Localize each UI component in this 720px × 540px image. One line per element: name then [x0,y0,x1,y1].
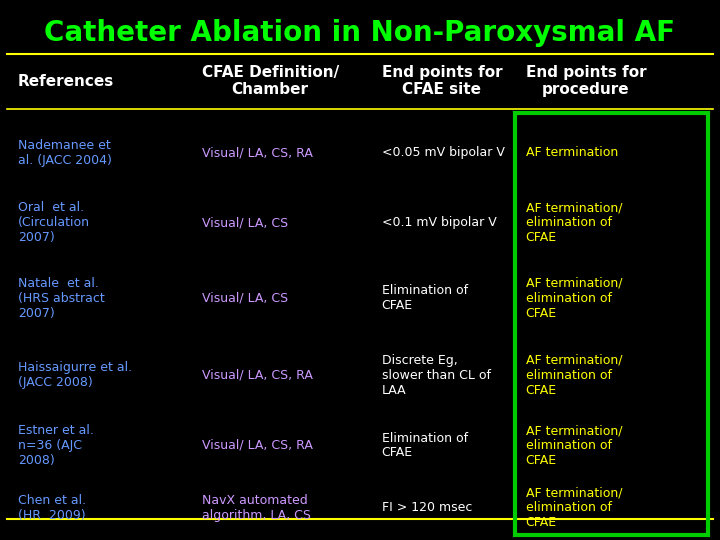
Text: AF termination/
elimination of
CFAE: AF termination/ elimination of CFAE [526,277,622,320]
Text: Visual/ LA, CS, RA: Visual/ LA, CS, RA [202,369,312,382]
Text: AF termination/
elimination of
CFAE: AF termination/ elimination of CFAE [526,354,622,397]
Text: Visual/ LA, CS: Visual/ LA, CS [202,292,288,305]
Text: Catheter Ablation in Non-Paroxysmal AF: Catheter Ablation in Non-Paroxysmal AF [45,19,675,47]
Text: Visual/ LA, CS, RA: Visual/ LA, CS, RA [202,146,312,159]
Text: CFAE Definition/
Chamber: CFAE Definition/ Chamber [202,65,339,97]
Text: End points for
procedure: End points for procedure [526,65,647,97]
Text: AF termination/
elimination of
CFAE: AF termination/ elimination of CFAE [526,201,622,244]
Text: NavX automated
algorithm, LA, CS: NavX automated algorithm, LA, CS [202,494,310,522]
Text: Estner et al.
n=36 (AJC
2008): Estner et al. n=36 (AJC 2008) [18,424,94,467]
Text: AF termination/
elimination of
CFAE: AF termination/ elimination of CFAE [526,424,622,467]
Text: Natale  et al.
(HRS abstract
2007): Natale et al. (HRS abstract 2007) [18,277,104,320]
Text: AF termination: AF termination [526,146,618,159]
Text: End points for
CFAE site: End points for CFAE site [382,65,503,97]
Text: Haissaigurre et al.
(JACC 2008): Haissaigurre et al. (JACC 2008) [18,361,132,389]
Text: FI > 120 msec: FI > 120 msec [382,501,472,514]
Text: Elimination of
CFAE: Elimination of CFAE [382,431,468,460]
Text: <0.05 mV bipolar V: <0.05 mV bipolar V [382,146,505,159]
Text: Oral  et al.
(Circulation
2007): Oral et al. (Circulation 2007) [18,201,90,244]
Text: Elimination of
CFAE: Elimination of CFAE [382,285,468,312]
Text: Chen et al.
(HR  2009): Chen et al. (HR 2009) [18,494,86,522]
Text: Visual/ LA, CS, RA: Visual/ LA, CS, RA [202,439,312,452]
Text: Nademanee et
al. (JACC 2004): Nademanee et al. (JACC 2004) [18,139,112,166]
Text: <0.1 mV bipolar V: <0.1 mV bipolar V [382,216,496,229]
Text: Discrete Eg,
slower than CL of
LAA: Discrete Eg, slower than CL of LAA [382,354,490,397]
Text: Visual/ LA, CS: Visual/ LA, CS [202,216,288,229]
Text: AF termination/
elimination of
CFAE: AF termination/ elimination of CFAE [526,486,622,529]
Text: References: References [18,73,114,89]
